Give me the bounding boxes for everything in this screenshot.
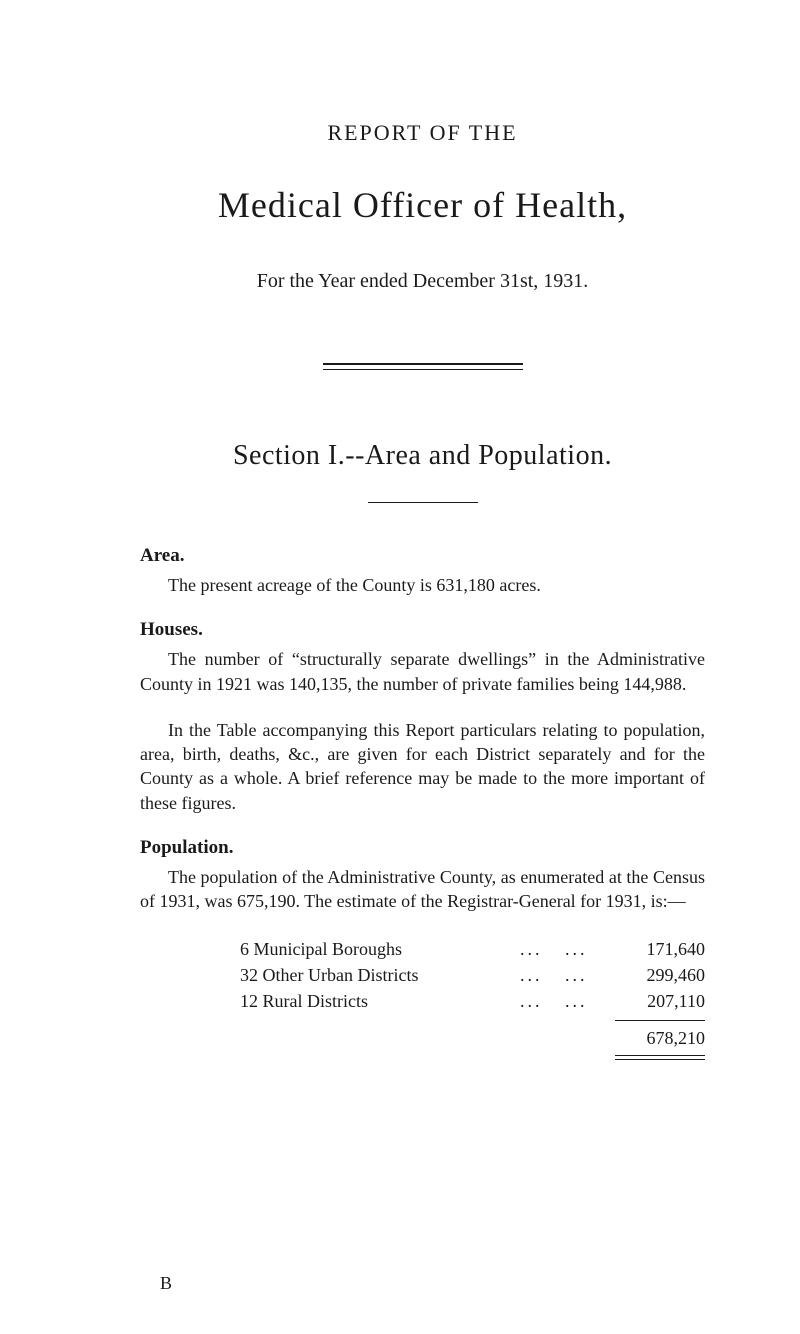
area-heading: Area. [140, 545, 705, 567]
figure-value: 299,460 [595, 962, 705, 988]
document-page: REPORT OF THE Medical Officer of Health,… [0, 0, 800, 1334]
population-figures: 6 Municipal Boroughs ... ... 171,640 32 … [240, 936, 705, 1060]
figure-label: 6 Municipal Boroughs [240, 936, 520, 962]
leader-dots: ... ... ... [520, 988, 595, 1014]
houses-paragraph-1: The number of “structurally separate dwe… [140, 647, 705, 696]
report-of-line: REPORT OF THE [140, 120, 705, 146]
figure-row: 32 Other Urban Districts ... ... 299,460 [240, 962, 705, 988]
sum-rule-bottom [615, 1055, 705, 1060]
signature-mark: B [160, 1273, 172, 1294]
double-rule [323, 363, 523, 370]
houses-paragraph-2: In the Table accompanying this Report pa… [140, 718, 705, 815]
area-paragraph: The present acreage of the County is 631… [140, 573, 705, 597]
figure-value: 207,110 [595, 988, 705, 1014]
section-title: Section I.--Area and Population. [140, 440, 705, 472]
figure-label: 12 Rural Districts [240, 988, 520, 1014]
sum-rule-top [615, 1020, 705, 1021]
figure-row: 12 Rural Districts ... ... ... 207,110 [240, 988, 705, 1014]
leader-dots: ... ... [520, 936, 595, 962]
figure-value: 171,640 [595, 936, 705, 962]
population-total: 678,210 [240, 1025, 705, 1051]
figure-row: 6 Municipal Boroughs ... ... 171,640 [240, 936, 705, 962]
houses-heading: Houses. [140, 619, 705, 641]
leader-dots: ... ... [520, 962, 595, 988]
population-intro: The population of the Administrative Cou… [140, 865, 705, 914]
short-rule [368, 502, 478, 503]
main-title: Medical Officer of Health, [140, 184, 705, 226]
figure-label: 32 Other Urban Districts [240, 962, 520, 988]
population-heading: Population. [140, 837, 705, 859]
year-ended-line: For the Year ended December 31st, 1931. [140, 270, 705, 293]
